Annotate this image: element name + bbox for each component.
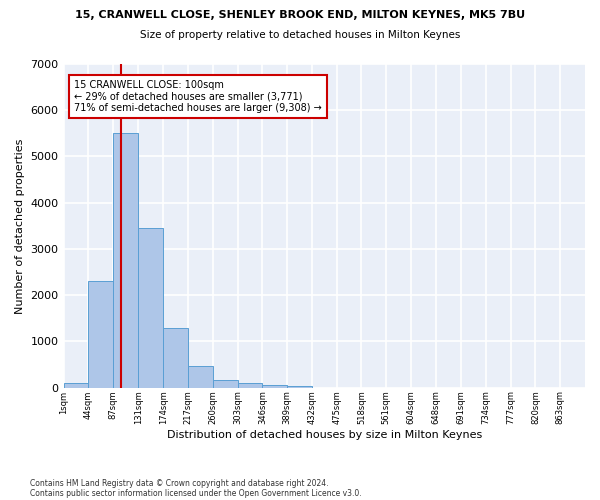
Text: Size of property relative to detached houses in Milton Keynes: Size of property relative to detached ho…: [140, 30, 460, 40]
Bar: [213, 380, 238, 388]
Bar: [139, 228, 163, 388]
Text: Contains HM Land Registry data © Crown copyright and database right 2024.: Contains HM Land Registry data © Crown c…: [30, 478, 329, 488]
Y-axis label: Number of detached properties: Number of detached properties: [15, 138, 25, 314]
Bar: [88, 282, 113, 388]
Bar: [64, 383, 88, 388]
X-axis label: Distribution of detached houses by size in Milton Keynes: Distribution of detached houses by size …: [167, 430, 482, 440]
Bar: [238, 383, 262, 388]
Text: Contains public sector information licensed under the Open Government Licence v3: Contains public sector information licen…: [30, 488, 362, 498]
Text: 15, CRANWELL CLOSE, SHENLEY BROOK END, MILTON KEYNES, MK5 7BU: 15, CRANWELL CLOSE, SHENLEY BROOK END, M…: [75, 10, 525, 20]
Bar: [113, 134, 138, 388]
Bar: [287, 386, 312, 388]
Text: 15 CRANWELL CLOSE: 100sqm
← 29% of detached houses are smaller (3,771)
71% of se: 15 CRANWELL CLOSE: 100sqm ← 29% of detac…: [74, 80, 322, 114]
Bar: [163, 328, 188, 388]
Bar: [188, 366, 213, 388]
Bar: [262, 386, 287, 388]
